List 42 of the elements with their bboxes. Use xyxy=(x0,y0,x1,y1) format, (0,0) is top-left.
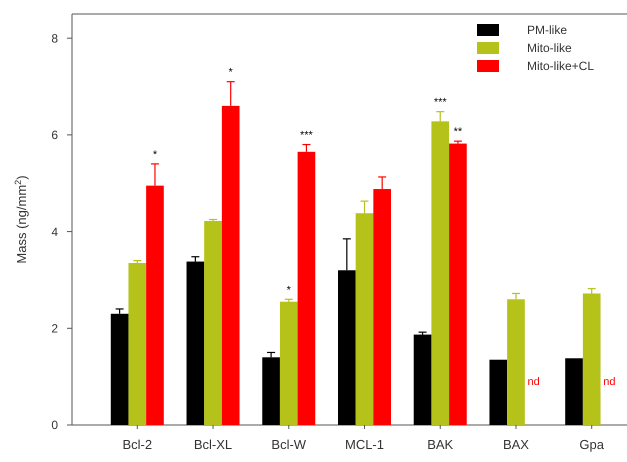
bar xyxy=(356,213,374,425)
bar xyxy=(373,189,392,425)
annotation: *** xyxy=(434,96,448,109)
annotation: *** xyxy=(300,130,314,142)
bar xyxy=(222,106,240,425)
annotation: * xyxy=(228,66,234,79)
annotation: ** xyxy=(454,126,463,138)
bar xyxy=(489,360,508,425)
bar xyxy=(204,220,222,425)
annotation: * xyxy=(152,148,158,161)
bar xyxy=(338,270,356,425)
bar xyxy=(565,358,583,425)
bar xyxy=(414,334,432,425)
bar xyxy=(128,263,146,425)
annotation: * xyxy=(286,284,292,296)
x-tick-label: Bcl-2 xyxy=(122,437,152,452)
x-tick-label: Bcl-XL xyxy=(194,437,232,452)
y-tick-label: 0 xyxy=(51,418,58,432)
annotation: nd xyxy=(528,376,540,388)
x-tick-label: BAX xyxy=(502,437,530,452)
x-tick-label: BAK xyxy=(427,437,454,452)
x-tick-label: MCL-1 xyxy=(344,437,384,452)
legend-label: Mito-like xyxy=(527,41,572,56)
legend-label: Mito-like+CL xyxy=(527,59,594,74)
y-tick-label: 4 xyxy=(51,224,58,239)
bar xyxy=(298,152,316,425)
annotation: nd xyxy=(603,376,616,388)
x-tick-label: Gpa xyxy=(579,437,605,452)
bar xyxy=(262,357,280,425)
bar xyxy=(280,302,298,425)
bar xyxy=(582,293,601,425)
bar xyxy=(449,144,467,425)
legend-label: PM-like xyxy=(527,23,568,38)
bar xyxy=(146,186,164,425)
bar xyxy=(186,262,204,425)
bar xyxy=(507,299,525,425)
y-tick-label: 2 xyxy=(51,321,58,336)
x-tick-label: Bcl-W xyxy=(271,437,307,452)
y-tick-label: 8 xyxy=(51,31,58,46)
y-tick-label: 6 xyxy=(51,128,58,142)
bar xyxy=(431,121,450,425)
bar xyxy=(110,314,128,425)
